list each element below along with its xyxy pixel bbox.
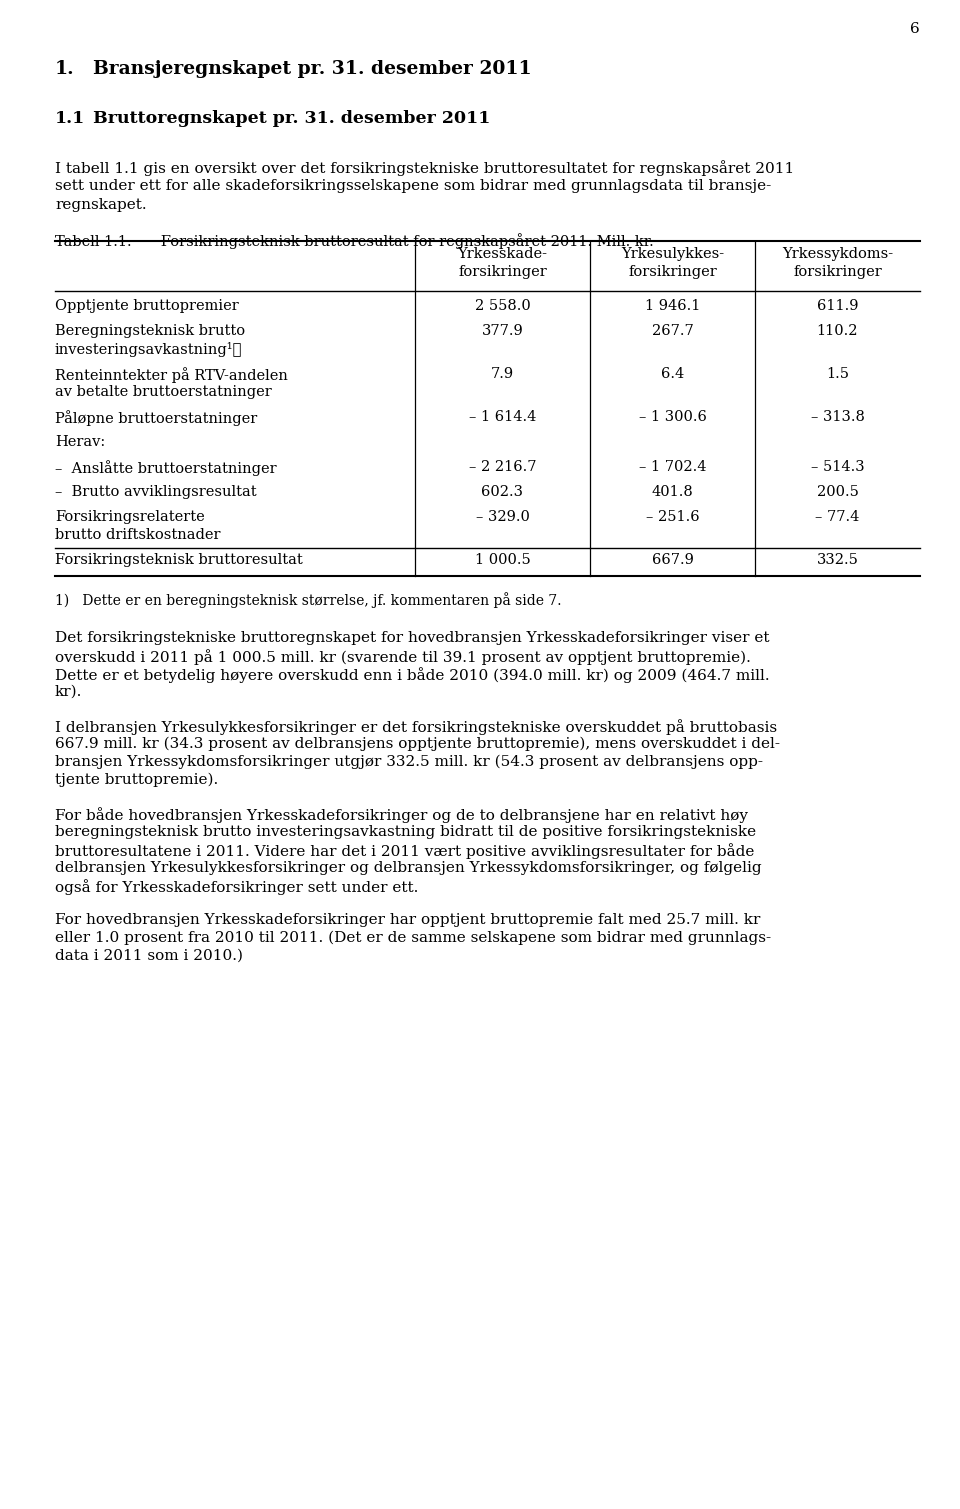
Text: – 329.0: – 329.0 — [475, 510, 529, 524]
Text: 7.9: 7.9 — [491, 367, 514, 380]
Text: 2 558.0: 2 558.0 — [474, 299, 530, 312]
Text: Bruttoregnskapet pr. 31. desember 2011: Bruttoregnskapet pr. 31. desember 2011 — [93, 110, 491, 127]
Text: brutto driftskostnader: brutto driftskostnader — [55, 528, 221, 542]
Text: I delbransjen Yrkesulykkesforsikringer er det forsikringstekniske overskuddet på: I delbransjen Yrkesulykkesforsikringer e… — [55, 718, 778, 735]
Text: –  Brutto avviklingsresultat: – Brutto avviklingsresultat — [55, 484, 256, 499]
Text: Forsikringsteknisk bruttoresultat: Forsikringsteknisk bruttoresultat — [55, 552, 302, 567]
Text: forsikringer: forsikringer — [793, 266, 882, 279]
Text: – 313.8: – 313.8 — [810, 410, 864, 424]
Text: av betalte bruttoerstatninger: av betalte bruttoerstatninger — [55, 385, 272, 398]
Text: 1)   Dette er en beregningsteknisk størrelse, jf. kommentaren på side 7.: 1) Dette er en beregningsteknisk størrel… — [55, 592, 562, 608]
Text: – 77.4: – 77.4 — [815, 510, 860, 524]
Text: forsikringer: forsikringer — [458, 266, 547, 279]
Text: Forsikringsrelaterte: Forsikringsrelaterte — [55, 510, 204, 524]
Text: eller 1.0 prosent fra 2010 til 2011. (Det er de samme selskapene som bidrar med : eller 1.0 prosent fra 2010 til 2011. (De… — [55, 931, 771, 946]
Text: I tabell 1.1 gis en oversikt over det forsikringstekniske bruttoresultatet for r: I tabell 1.1 gis en oversikt over det fo… — [55, 160, 794, 177]
Text: 1.1: 1.1 — [55, 110, 85, 127]
Text: Yrkesulykkes-: Yrkesulykkes- — [621, 247, 724, 261]
Text: forsikringer: forsikringer — [628, 266, 717, 279]
Text: også for Yrkesskadeforsikringer sett under ett.: også for Yrkesskadeforsikringer sett und… — [55, 880, 419, 895]
Text: 6.4: 6.4 — [660, 367, 684, 380]
Text: 602.3: 602.3 — [482, 484, 523, 499]
Text: 667.9 mill. kr (34.3 prosent av delbransjens opptjente bruttopremie), mens overs: 667.9 mill. kr (34.3 prosent av delbrans… — [55, 736, 780, 751]
Text: 110.2: 110.2 — [817, 324, 858, 338]
Text: Dette er et betydelig høyere overskudd enn i både 2010 (394.0 mill. kr) og 2009 : Dette er et betydelig høyere overskudd e… — [55, 667, 770, 684]
Text: regnskapet.: regnskapet. — [55, 198, 147, 211]
Text: bruttoresultatene i 2011. Videre har det i 2011 vært positive avviklingsresultat: bruttoresultatene i 2011. Videre har det… — [55, 844, 755, 859]
Text: Yrkesskade-: Yrkesskade- — [458, 247, 547, 261]
Text: Det forsikringstekniske bruttoregnskapet for hovedbransjen Yrkesskadeforsikringe: Det forsikringstekniske bruttoregnskapet… — [55, 631, 770, 644]
Text: Opptjente bruttopremier: Opptjente bruttopremier — [55, 299, 239, 312]
Text: bransjen Yrkessykdomsforsikringer utgjør 332.5 mill. kr (54.3 prosent av delbran: bransjen Yrkessykdomsforsikringer utgjør… — [55, 754, 763, 770]
Text: data i 2011 som i 2010.): data i 2011 som i 2010.) — [55, 949, 243, 963]
Text: 332.5: 332.5 — [817, 552, 858, 567]
Text: – 251.6: – 251.6 — [646, 510, 699, 524]
Text: delbransjen Yrkesulykkesforsikringer og delbransjen Yrkessykdomsforsikringer, og: delbransjen Yrkesulykkesforsikringer og … — [55, 862, 761, 875]
Text: – 2 216.7: – 2 216.7 — [468, 460, 537, 474]
Text: 667.9: 667.9 — [652, 552, 693, 567]
Text: tjente bruttopremie).: tjente bruttopremie). — [55, 773, 218, 788]
Text: – 1 614.4: – 1 614.4 — [468, 410, 537, 424]
Text: 200.5: 200.5 — [817, 484, 858, 499]
Text: 267.7: 267.7 — [652, 324, 693, 338]
Text: 611.9: 611.9 — [817, 299, 858, 312]
Text: beregningsteknisk brutto investeringsavkastning bidratt til de positive forsikri: beregningsteknisk brutto investeringsavk… — [55, 825, 756, 839]
Text: 377.9: 377.9 — [482, 324, 523, 338]
Text: 1 946.1: 1 946.1 — [645, 299, 700, 312]
Text: Påløpne bruttoerstatninger: Påløpne bruttoerstatninger — [55, 410, 257, 426]
Text: Yrkessykdoms-: Yrkessykdoms- — [782, 247, 893, 261]
Text: 1.: 1. — [55, 60, 75, 78]
Text: – 514.3: – 514.3 — [810, 460, 864, 474]
Text: Bransjeregnskapet pr. 31. desember 2011: Bransjeregnskapet pr. 31. desember 2011 — [93, 60, 532, 78]
Text: For både hovedbransjen Yrkesskadeforsikringer og de to delbransjene har en relat: For både hovedbransjen Yrkesskadeforsikr… — [55, 807, 748, 822]
Text: 1.5: 1.5 — [826, 367, 849, 380]
Text: 1 000.5: 1 000.5 — [474, 552, 530, 567]
Text: Renteinntekter på RTV-andelen: Renteinntekter på RTV-andelen — [55, 367, 288, 383]
Text: Tabell 1.1.  Forsikringsteknisk bruttoresultat for regnskapsåret 2011. Mill. kr.: Tabell 1.1. Forsikringsteknisk bruttores… — [55, 232, 654, 249]
Text: For hovedbransjen Yrkesskadeforsikringer har opptjent bruttopremie falt med 25.7: For hovedbransjen Yrkesskadeforsikringer… — [55, 913, 760, 927]
Text: – 1 300.6: – 1 300.6 — [638, 410, 707, 424]
Text: investeringsavkastning¹⧩: investeringsavkastning¹⧩ — [55, 343, 242, 358]
Text: kr).: kr). — [55, 685, 83, 699]
Text: sett under ett for alle skadeforsikringsselskapene som bidrar med grunnlagsdata : sett under ett for alle skadeforsikrings… — [55, 180, 771, 193]
Text: overskudd i 2011 på 1 000.5 mill. kr (svarende til 39.1 prosent av opptjent brut: overskudd i 2011 på 1 000.5 mill. kr (sv… — [55, 649, 751, 665]
Text: Herav:: Herav: — [55, 435, 106, 450]
Text: –  Anslåtte bruttoerstatninger: – Anslåtte bruttoerstatninger — [55, 460, 276, 475]
Text: Beregningsteknisk brutto: Beregningsteknisk brutto — [55, 324, 245, 338]
Text: – 1 702.4: – 1 702.4 — [638, 460, 707, 474]
Text: 6: 6 — [910, 23, 920, 36]
Text: 401.8: 401.8 — [652, 484, 693, 499]
